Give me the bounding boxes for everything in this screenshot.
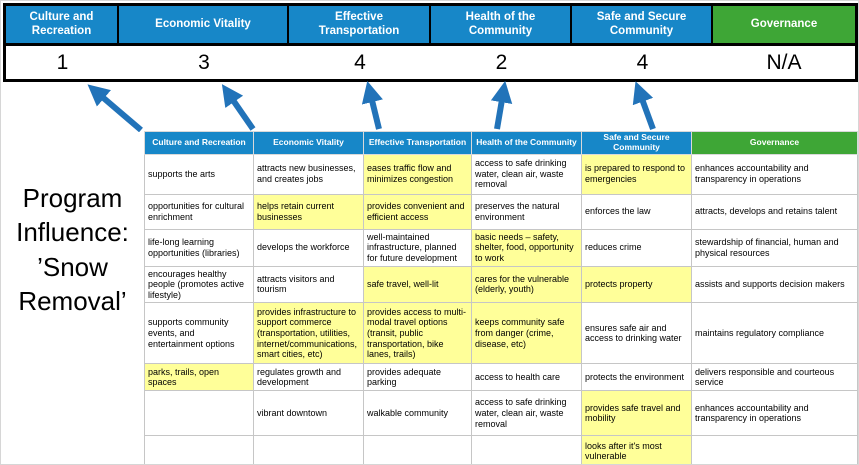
scoreboard-headers: Culture and Recreation Economic Vitality E…: [6, 6, 855, 43]
scoreboard-scores: 1 3 4 2 4 N/A: [6, 46, 855, 79]
matrix-cell: reduces crime: [581, 228, 692, 267]
matrix-cell: stewardship of financial, human and phys…: [691, 228, 858, 267]
scoreboard-header: Culture and Recreation: [6, 6, 119, 43]
up-arrow-icon: [87, 84, 143, 132]
matrix-cell: [144, 390, 254, 437]
matrix-cell: protects the environment: [581, 363, 692, 392]
matrix-cell: supports the arts: [144, 153, 254, 195]
matrix-header: Effective Transportation: [363, 131, 472, 155]
scoreboard-header: Governance: [713, 6, 855, 43]
scoreboard-score: 2: [431, 46, 572, 79]
matrix-cell: regulates growth and development: [253, 363, 364, 392]
matrix-row: life-long learning opportunities (librar…: [144, 228, 858, 267]
scoreboard-score: 4: [289, 46, 431, 79]
matrix-cell: vibrant downtown: [253, 390, 364, 437]
up-arrow-icon: [221, 84, 256, 131]
matrix-cell: preserves the natural environment: [471, 193, 582, 230]
matrix-cell: life-long learning opportunities (librar…: [144, 228, 254, 267]
scoreboard-score: 1: [6, 46, 119, 79]
matrix-cell: access to safe drinking water, clean air…: [471, 390, 582, 437]
matrix-cell: maintains regulatory compliance: [691, 302, 858, 365]
matrix-cell: eases traffic flow and minimizes congest…: [363, 153, 472, 195]
matrix-row: looks after it's most vulnerable: [144, 435, 858, 464]
matrix-cell: keeps community safe from danger (crime,…: [471, 302, 582, 365]
matrix-row: supports the arts attracts new businesses…: [144, 153, 858, 195]
matrix-cell: protects property: [581, 265, 692, 304]
matrix-cell: provides safe travel and mobility: [581, 390, 692, 437]
matrix-header: Culture and Recreation: [144, 131, 254, 155]
scoreboard-score: 3: [119, 46, 289, 79]
matrix-cell: walkable community: [363, 390, 472, 437]
matrix-cell: [691, 435, 858, 464]
matrix-cell: is prepared to respond to emergencies: [581, 153, 692, 195]
matrix-cell: assists and supports decision makers: [691, 265, 858, 304]
scoreboard-header: Health of the Community: [431, 6, 572, 43]
scoreboard-score: N/A: [713, 46, 855, 79]
up-arrow-icon: [632, 81, 656, 131]
matrix-cell: provides access to multi-modal travel op…: [363, 302, 472, 365]
matrix-header-row: Culture and Recreation Economic Vitality E…: [144, 131, 858, 155]
matrix-cell: supports community events, and entertain…: [144, 302, 254, 365]
matrix-cell: ensures safe air and access to drinking …: [581, 302, 692, 365]
matrix-header: Health of the Community: [471, 131, 582, 155]
matrix-cell: provides adequate parking: [363, 363, 472, 392]
matrix-cell: enhances accountability and transparency…: [691, 390, 858, 437]
matrix-header: Safe and Secure Community: [581, 131, 692, 155]
matrix-row: opportunities for cultural enrichment hel…: [144, 193, 858, 230]
matrix-cell: enhances accountability and transparency…: [691, 153, 858, 195]
scoreboard: Culture and Recreation Economic Vitality E…: [3, 3, 858, 82]
matrix-row: encourages healthy people (promotes acti…: [144, 265, 858, 304]
up-arrow-icon: [361, 81, 383, 130]
matrix-cell: delivers responsible and courteous servi…: [691, 363, 858, 392]
matrix-row: parks, trails, open spaces regulates grow…: [144, 363, 858, 392]
matrix-cell: access to health care: [471, 363, 582, 392]
matrix-cell: [471, 435, 582, 464]
matrix-cell: enforces the law: [581, 193, 692, 230]
matrix-cell: attracts, develops and retains talent: [691, 193, 858, 230]
matrix-cell: provides infrastructure to support comme…: [253, 302, 364, 365]
matrix-cell: attracts visitors and tourism: [253, 265, 364, 304]
matrix-row: vibrant downtown walkable community access…: [144, 390, 858, 437]
up-arrow-icon: [490, 80, 513, 130]
matrix-cell: looks after it's most vulnerable: [581, 435, 692, 464]
matrix-cell: access to safe drinking water, clean air…: [471, 153, 582, 195]
matrix-cell: cares for the vulnerable (elderly, youth…: [471, 265, 582, 304]
matrix-cell: helps retain current businesses: [253, 193, 364, 230]
matrix-cell: [363, 435, 472, 464]
matrix-cell: develops the workforce: [253, 228, 364, 267]
scoreboard-header: Safe and Secure Community: [572, 6, 713, 43]
scoreboard-header: Effective Transportation: [289, 6, 431, 43]
influence-matrix: Culture and Recreation Economic Vitality E…: [144, 131, 858, 464]
matrix-cell: safe travel, well-lit: [363, 265, 472, 304]
matrix-cell: [253, 435, 364, 464]
scoreboard-header: Economic Vitality: [119, 6, 289, 43]
matrix-header: Economic Vitality: [253, 131, 364, 155]
matrix-body: supports the arts attracts new businesses…: [144, 153, 858, 464]
up-arrows-overlay: [87, 80, 656, 132]
matrix-cell: encourages healthy people (promotes acti…: [144, 265, 254, 304]
matrix-cell: provides convenient and efficient access: [363, 193, 472, 230]
matrix-cell: [144, 435, 254, 464]
program-title: Program Influence: ’Snow Removal’: [16, 183, 129, 316]
matrix-row: supports community events, and entertain…: [144, 302, 858, 365]
matrix-header: Governance: [691, 131, 858, 155]
scoreboard-score: 4: [572, 46, 713, 79]
matrix-cell: well-maintained infrastructure, planned …: [363, 228, 472, 267]
matrix-cell: parks, trails, open spaces: [144, 363, 254, 392]
matrix-cell: attracts new businesses, and creates job…: [253, 153, 364, 195]
matrix-cell: opportunities for cultural enrichment: [144, 193, 254, 230]
matrix-cell: basic needs – safety, shelter, food, opp…: [471, 228, 582, 267]
